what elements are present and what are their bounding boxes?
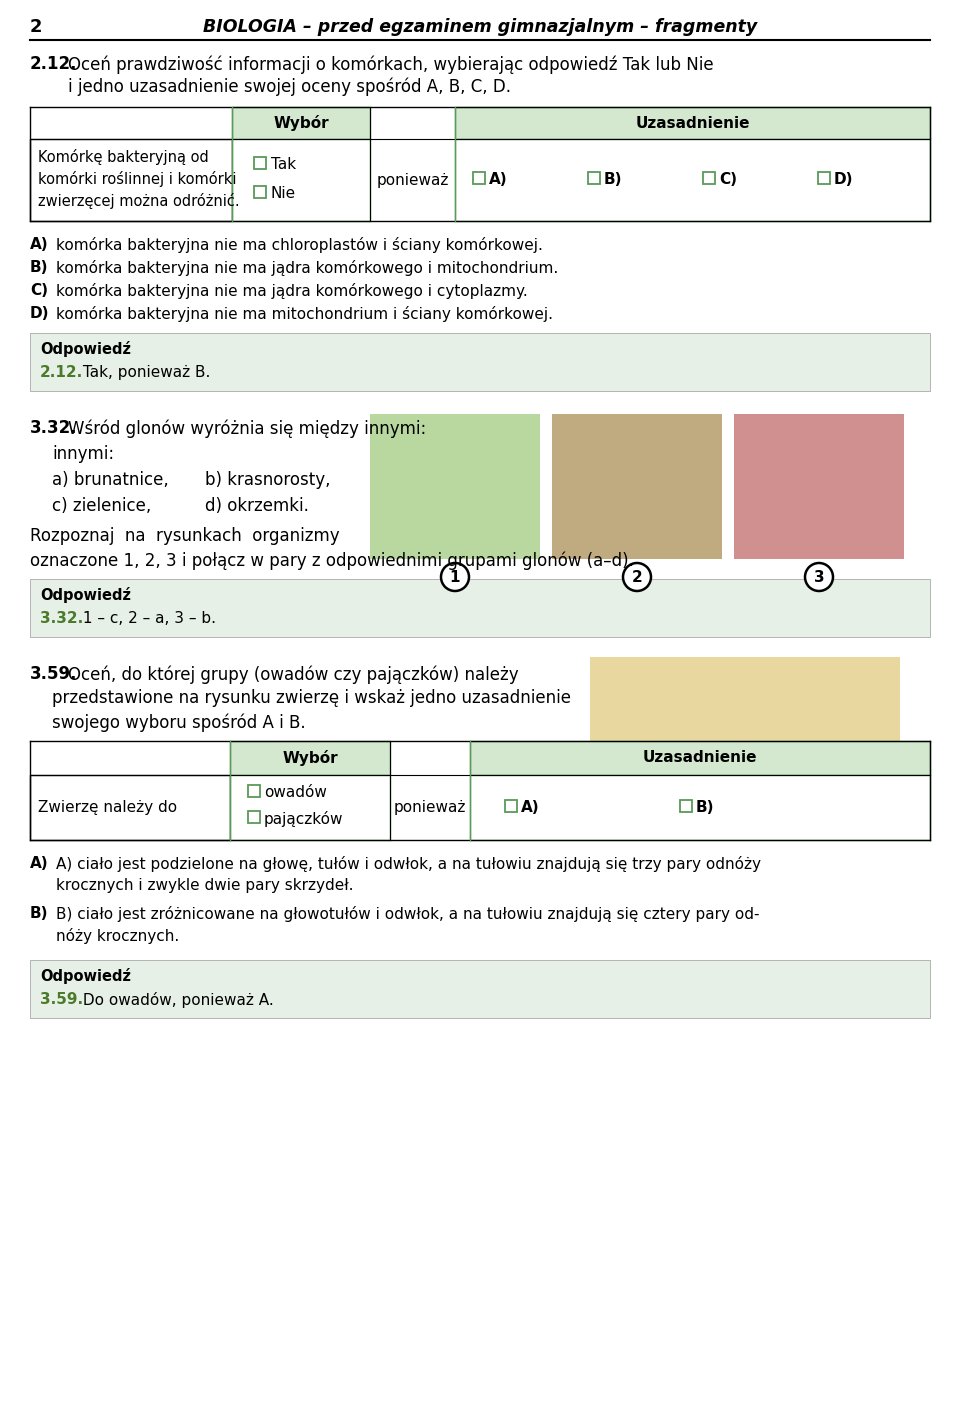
Bar <box>248 785 260 797</box>
Bar <box>470 741 930 775</box>
Text: 1 – c, 2 – a, 3 – b.: 1 – c, 2 – a, 3 – b. <box>78 611 216 626</box>
Text: Komórkę bakteryjną od: Komórkę bakteryjną od <box>38 149 208 165</box>
Bar <box>30 334 930 391</box>
Text: d) okrzemki.: d) okrzemki. <box>205 497 309 515</box>
Circle shape <box>805 562 833 591</box>
Text: Uzasadnienie: Uzasadnienie <box>643 751 757 765</box>
Text: C): C) <box>719 172 737 187</box>
Bar <box>30 960 930 1018</box>
Text: Rozpoznaj  na  rysunkach  organizmy: Rozpoznaj na rysunkach organizmy <box>30 527 340 545</box>
Bar <box>30 775 230 841</box>
Bar <box>230 741 390 775</box>
Text: Oceń prawdziwość informacji o komórkach, wybierając odpowiedź Tak lub Nie: Oceń prawdziwość informacji o komórkach,… <box>68 55 713 74</box>
Text: a) brunatnice,: a) brunatnice, <box>52 471 169 488</box>
Text: 3.59.: 3.59. <box>40 993 84 1007</box>
Bar <box>818 172 830 185</box>
Bar <box>370 415 540 559</box>
Text: Nie: Nie <box>271 186 296 202</box>
Text: 2.12.: 2.12. <box>30 55 78 72</box>
Text: B): B) <box>30 906 49 922</box>
Text: komórka bakteryjna nie ma jądra komórkowego i mitochondrium.: komórka bakteryjna nie ma jądra komórkow… <box>56 260 559 275</box>
Text: nóży krocznych.: nóży krocznych. <box>56 929 180 944</box>
Bar <box>505 799 517 811</box>
Text: D): D) <box>30 305 50 321</box>
Circle shape <box>623 562 651 591</box>
Text: oznaczone 1, 2, 3 i połącz w pary z odpowiednimi grupami glonów (a–d).: oznaczone 1, 2, 3 i połącz w pary z odpo… <box>30 551 634 569</box>
Bar <box>470 775 930 841</box>
Text: ponieważ: ponieważ <box>394 799 467 815</box>
Bar <box>455 139 930 222</box>
Text: Tak, ponieważ B.: Tak, ponieważ B. <box>78 365 210 381</box>
Text: B): B) <box>696 799 714 815</box>
Text: komórki roślinnej i komórki: komórki roślinnej i komórki <box>38 170 236 187</box>
Text: 3.32.: 3.32. <box>40 611 84 626</box>
Text: A): A) <box>30 856 49 870</box>
Text: 2: 2 <box>632 569 642 585</box>
Text: 2: 2 <box>30 18 42 36</box>
Text: owadów: owadów <box>264 785 326 799</box>
Text: Odpowiedź: Odpowiedź <box>40 586 131 603</box>
Text: Wybór: Wybór <box>282 750 338 765</box>
Bar <box>455 106 930 139</box>
Bar <box>232 106 370 139</box>
Bar <box>734 415 904 559</box>
Text: zwierzęcej można odróżnić.: zwierzęcej można odróżnić. <box>38 193 240 209</box>
Text: komórka bakteryjna nie ma chloroplastów i ściany komórkowej.: komórka bakteryjna nie ma chloroplastów … <box>56 237 542 253</box>
Text: Uzasadnienie: Uzasadnienie <box>636 115 750 131</box>
Bar <box>590 657 900 757</box>
Text: B): B) <box>604 172 622 187</box>
Text: b) krasnorosty,: b) krasnorosty, <box>205 471 330 488</box>
Text: Odpowiedź: Odpowiedź <box>40 968 131 984</box>
Text: Do owadów, ponieważ A.: Do owadów, ponieważ A. <box>78 993 274 1008</box>
Bar <box>703 172 715 185</box>
Bar <box>588 172 600 185</box>
Text: Wybór: Wybór <box>274 115 329 131</box>
Text: B) ciało jest zróżnicowane na głowotułów i odwłok, a na tułowiu znajdują się czt: B) ciało jest zróżnicowane na głowotułów… <box>56 906 759 922</box>
Text: krocznych i zwykle dwie pary skrzydeł.: krocznych i zwykle dwie pary skrzydeł. <box>56 878 353 893</box>
Text: BIOLOGIA – przed egzaminem gimnazjalnym – fragmenty: BIOLOGIA – przed egzaminem gimnazjalnym … <box>203 18 757 36</box>
Text: pajączków: pajączków <box>264 811 344 826</box>
Text: A): A) <box>489 172 508 187</box>
Text: B): B) <box>30 260 49 275</box>
Text: A): A) <box>521 799 540 815</box>
Text: Odpowiedź: Odpowiedź <box>40 341 131 356</box>
Text: 3: 3 <box>814 569 825 585</box>
Bar <box>552 415 722 559</box>
Text: 3.32.: 3.32. <box>30 419 78 437</box>
Bar <box>254 186 266 197</box>
Text: komórka bakteryjna nie ma mitochondrium i ściany komórkowej.: komórka bakteryjna nie ma mitochondrium … <box>56 305 553 322</box>
Text: przedstawione na rysunku zwierzę i wskaż jedno uzasadnienie: przedstawione na rysunku zwierzę i wskaż… <box>52 689 571 707</box>
Bar <box>248 811 260 824</box>
Bar <box>254 158 266 169</box>
Text: innymi:: innymi: <box>52 444 114 463</box>
Text: komórka bakteryjna nie ma jądra komórkowego i cytoplazmy.: komórka bakteryjna nie ma jądra komórkow… <box>56 283 528 300</box>
Text: i jedno uzasadnienie swojej oceny spośród A, B, C, D.: i jedno uzasadnienie swojej oceny spośró… <box>68 77 511 95</box>
Text: swojego wyboru spośród A i B.: swojego wyboru spośród A i B. <box>52 713 305 731</box>
Text: D): D) <box>834 172 853 187</box>
Text: Wśród glonów wyróżnia się między innymi:: Wśród glonów wyróżnia się między innymi: <box>68 419 426 437</box>
Text: Oceń, do której grupy (owadów czy pajączków) należy: Oceń, do której grupy (owadów czy pającz… <box>68 665 518 683</box>
Text: A) ciało jest podzielone na głowę, tułów i odwłok, a na tułowiu znajdują się trz: A) ciało jest podzielone na głowę, tułów… <box>56 856 761 872</box>
Text: Tak: Tak <box>271 158 296 172</box>
Text: 1: 1 <box>449 569 460 585</box>
Bar <box>473 172 485 185</box>
Text: c) zielenice,: c) zielenice, <box>52 497 152 515</box>
Bar <box>230 775 390 841</box>
Text: ponieważ: ponieważ <box>376 172 448 187</box>
Text: C): C) <box>30 283 48 298</box>
Bar <box>680 799 692 811</box>
Text: 2.12.: 2.12. <box>40 365 84 381</box>
Text: Zwierzę należy do: Zwierzę należy do <box>38 799 178 815</box>
Bar <box>30 139 232 222</box>
Bar <box>30 579 930 638</box>
Text: 3.59.: 3.59. <box>30 665 78 683</box>
Bar <box>232 139 370 222</box>
Circle shape <box>441 562 469 591</box>
Text: A): A) <box>30 237 49 251</box>
